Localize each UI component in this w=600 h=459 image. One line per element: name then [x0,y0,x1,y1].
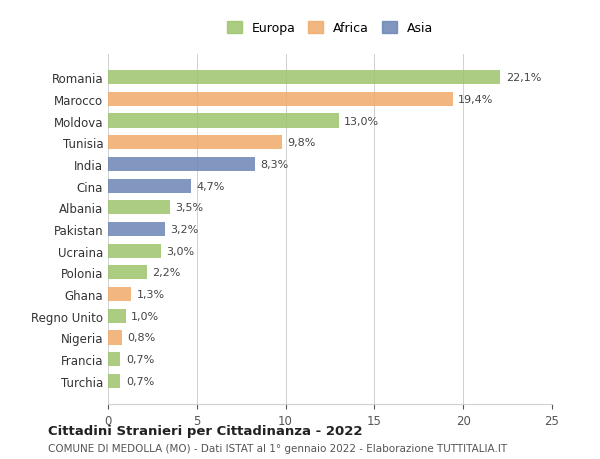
Legend: Europa, Africa, Asia: Europa, Africa, Asia [221,16,439,41]
Text: 0,8%: 0,8% [128,333,156,343]
Bar [108,201,170,215]
Text: 1,0%: 1,0% [131,311,159,321]
Bar [108,374,121,388]
Text: COMUNE DI MEDOLLA (MO) - Dati ISTAT al 1° gennaio 2022 - Elaborazione TUTTITALIA: COMUNE DI MEDOLLA (MO) - Dati ISTAT al 1… [48,443,507,453]
Bar [108,157,256,172]
Text: 9,8%: 9,8% [287,138,316,148]
Text: 3,5%: 3,5% [175,203,203,213]
Text: 0,7%: 0,7% [126,376,154,386]
Text: Cittadini Stranieri per Cittadinanza - 2022: Cittadini Stranieri per Cittadinanza - 2… [48,424,362,437]
Text: 19,4%: 19,4% [458,95,493,105]
Bar [108,179,191,193]
Bar [108,266,147,280]
Bar [108,136,282,150]
Text: 1,3%: 1,3% [136,290,164,299]
Text: 3,2%: 3,2% [170,224,199,235]
Text: 0,7%: 0,7% [126,354,154,364]
Text: 2,2%: 2,2% [152,268,181,278]
Text: 8,3%: 8,3% [261,160,289,169]
Text: 22,1%: 22,1% [506,73,541,83]
Bar [108,93,452,106]
Bar [108,71,500,85]
Bar [108,287,131,302]
Text: 3,0%: 3,0% [167,246,195,256]
Text: 13,0%: 13,0% [344,116,379,126]
Bar [108,114,339,129]
Bar [108,223,165,236]
Bar [108,244,161,258]
Bar [108,309,126,323]
Bar [108,330,122,345]
Bar [108,353,121,366]
Text: 4,7%: 4,7% [197,181,225,191]
